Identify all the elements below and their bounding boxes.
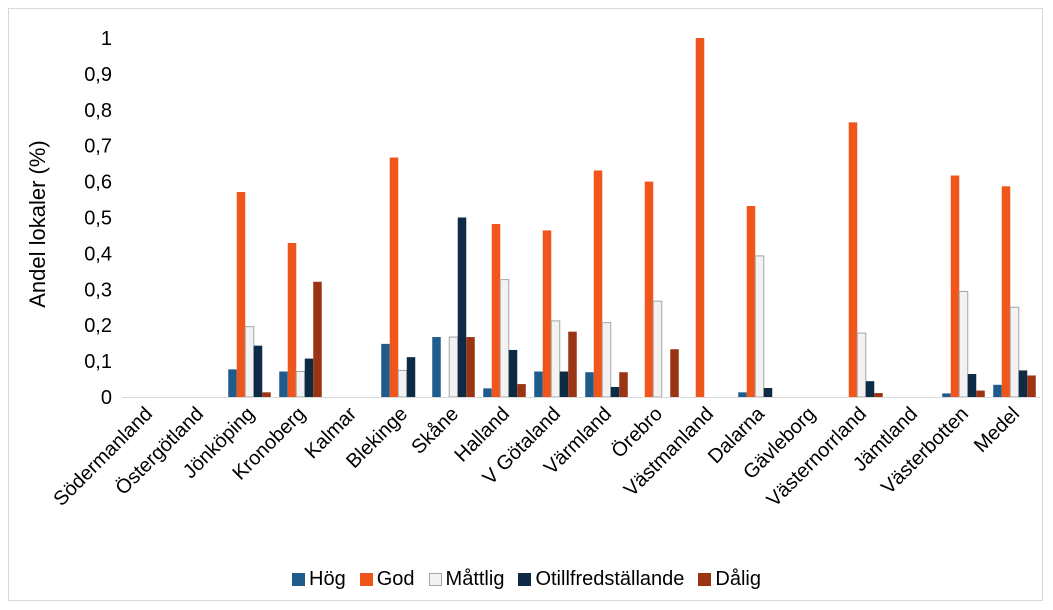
chart-frame: [8, 8, 1043, 601]
bar: [848, 122, 858, 398]
bar: [253, 345, 263, 397]
legend-item: Dålig: [698, 568, 761, 591]
bar: [432, 337, 441, 397]
bar: [236, 192, 246, 397]
y-tick-label: 0,6: [84, 172, 112, 194]
bar: [279, 371, 288, 397]
bar: [1018, 370, 1028, 397]
y-tick-label: 1: [101, 28, 112, 50]
y-axis-label: Andel lokaler (%): [25, 140, 50, 308]
bar: [601, 322, 612, 398]
legend-swatch: [428, 572, 442, 586]
bar: [746, 206, 756, 397]
bars: [228, 38, 1036, 398]
bar: [585, 372, 594, 397]
bar: [304, 358, 314, 397]
bar: [950, 175, 960, 397]
legend-label: God: [376, 567, 415, 590]
y-tick-label: 0,7: [84, 136, 112, 158]
bar: [856, 332, 867, 398]
y-tick-label: 0,3: [84, 279, 112, 301]
bar: [568, 331, 577, 397]
bar: [763, 388, 773, 397]
bar: [483, 388, 492, 397]
bar: [942, 393, 951, 397]
y-tick-label: 0,4: [84, 243, 112, 265]
legend-item: Otillfredställande: [518, 568, 684, 591]
bar: [874, 393, 883, 397]
bar: [550, 320, 561, 398]
bar: [244, 326, 255, 398]
y-axis-ticks: 0 0,1 0,2 0,3 0,4 0,5 0,6 0,7 0,8 0,9 1: [84, 28, 112, 409]
bar: [619, 372, 628, 397]
bar: [1009, 306, 1020, 398]
x-tick-label: Medel: [970, 403, 1024, 457]
bar: [670, 349, 679, 397]
legend-label: Otillfredställande: [535, 567, 685, 590]
legend-label: Måttlig: [445, 567, 505, 590]
bar: [652, 300, 663, 398]
legend-label: Hög: [309, 567, 346, 590]
bar: [542, 230, 552, 397]
bar: [865, 381, 875, 397]
bar: [448, 336, 459, 398]
bar: [695, 38, 705, 397]
bar: [508, 349, 518, 397]
legend-item: Hög: [292, 568, 346, 591]
bar: [499, 279, 510, 398]
bar: [381, 343, 390, 397]
bar: [313, 281, 322, 397]
legend-item: God: [359, 567, 415, 591]
bar: [457, 217, 467, 397]
legend-item: Måttlig: [428, 567, 505, 591]
y-tick-label: 0,1: [84, 351, 112, 373]
bar: [976, 390, 985, 397]
y-tick-label: 0,2: [84, 315, 112, 337]
bar: [593, 170, 603, 397]
legend-swatch: [359, 572, 373, 586]
bar: [754, 255, 765, 398]
bar: [967, 374, 977, 397]
bar: [610, 386, 620, 397]
bar: [993, 384, 1002, 397]
bar: [228, 369, 237, 397]
bar: [491, 223, 501, 397]
bar: [559, 371, 569, 397]
y-tick-label: 0: [101, 387, 112, 409]
y-tick-label: 0,5: [84, 208, 112, 230]
bar: [262, 392, 271, 397]
x-axis-ticks: SödermanlandÖstergötlandJönköpingKronobe…: [49, 402, 1024, 511]
legend-swatch: [292, 572, 306, 586]
bar: [644, 181, 654, 397]
legend-label: Dålig: [715, 567, 761, 590]
legend-swatch: [518, 572, 532, 586]
bar: [958, 290, 969, 398]
bar: [397, 369, 408, 398]
legend: Hög God Måttlig Otillfredställande Dålig: [0, 566, 1053, 592]
bar: [534, 371, 543, 397]
bar: [287, 242, 297, 397]
bar: [517, 384, 526, 397]
bar: [406, 357, 416, 397]
bar: [1001, 186, 1011, 397]
bar: [738, 392, 747, 397]
bar: [1027, 375, 1036, 397]
y-tick-label: 0,8: [84, 100, 112, 122]
y-tick-label: 0,9: [84, 64, 112, 86]
bar: [466, 337, 475, 397]
bar: [295, 371, 306, 398]
bar: [389, 157, 399, 397]
legend-swatch: [698, 572, 712, 586]
